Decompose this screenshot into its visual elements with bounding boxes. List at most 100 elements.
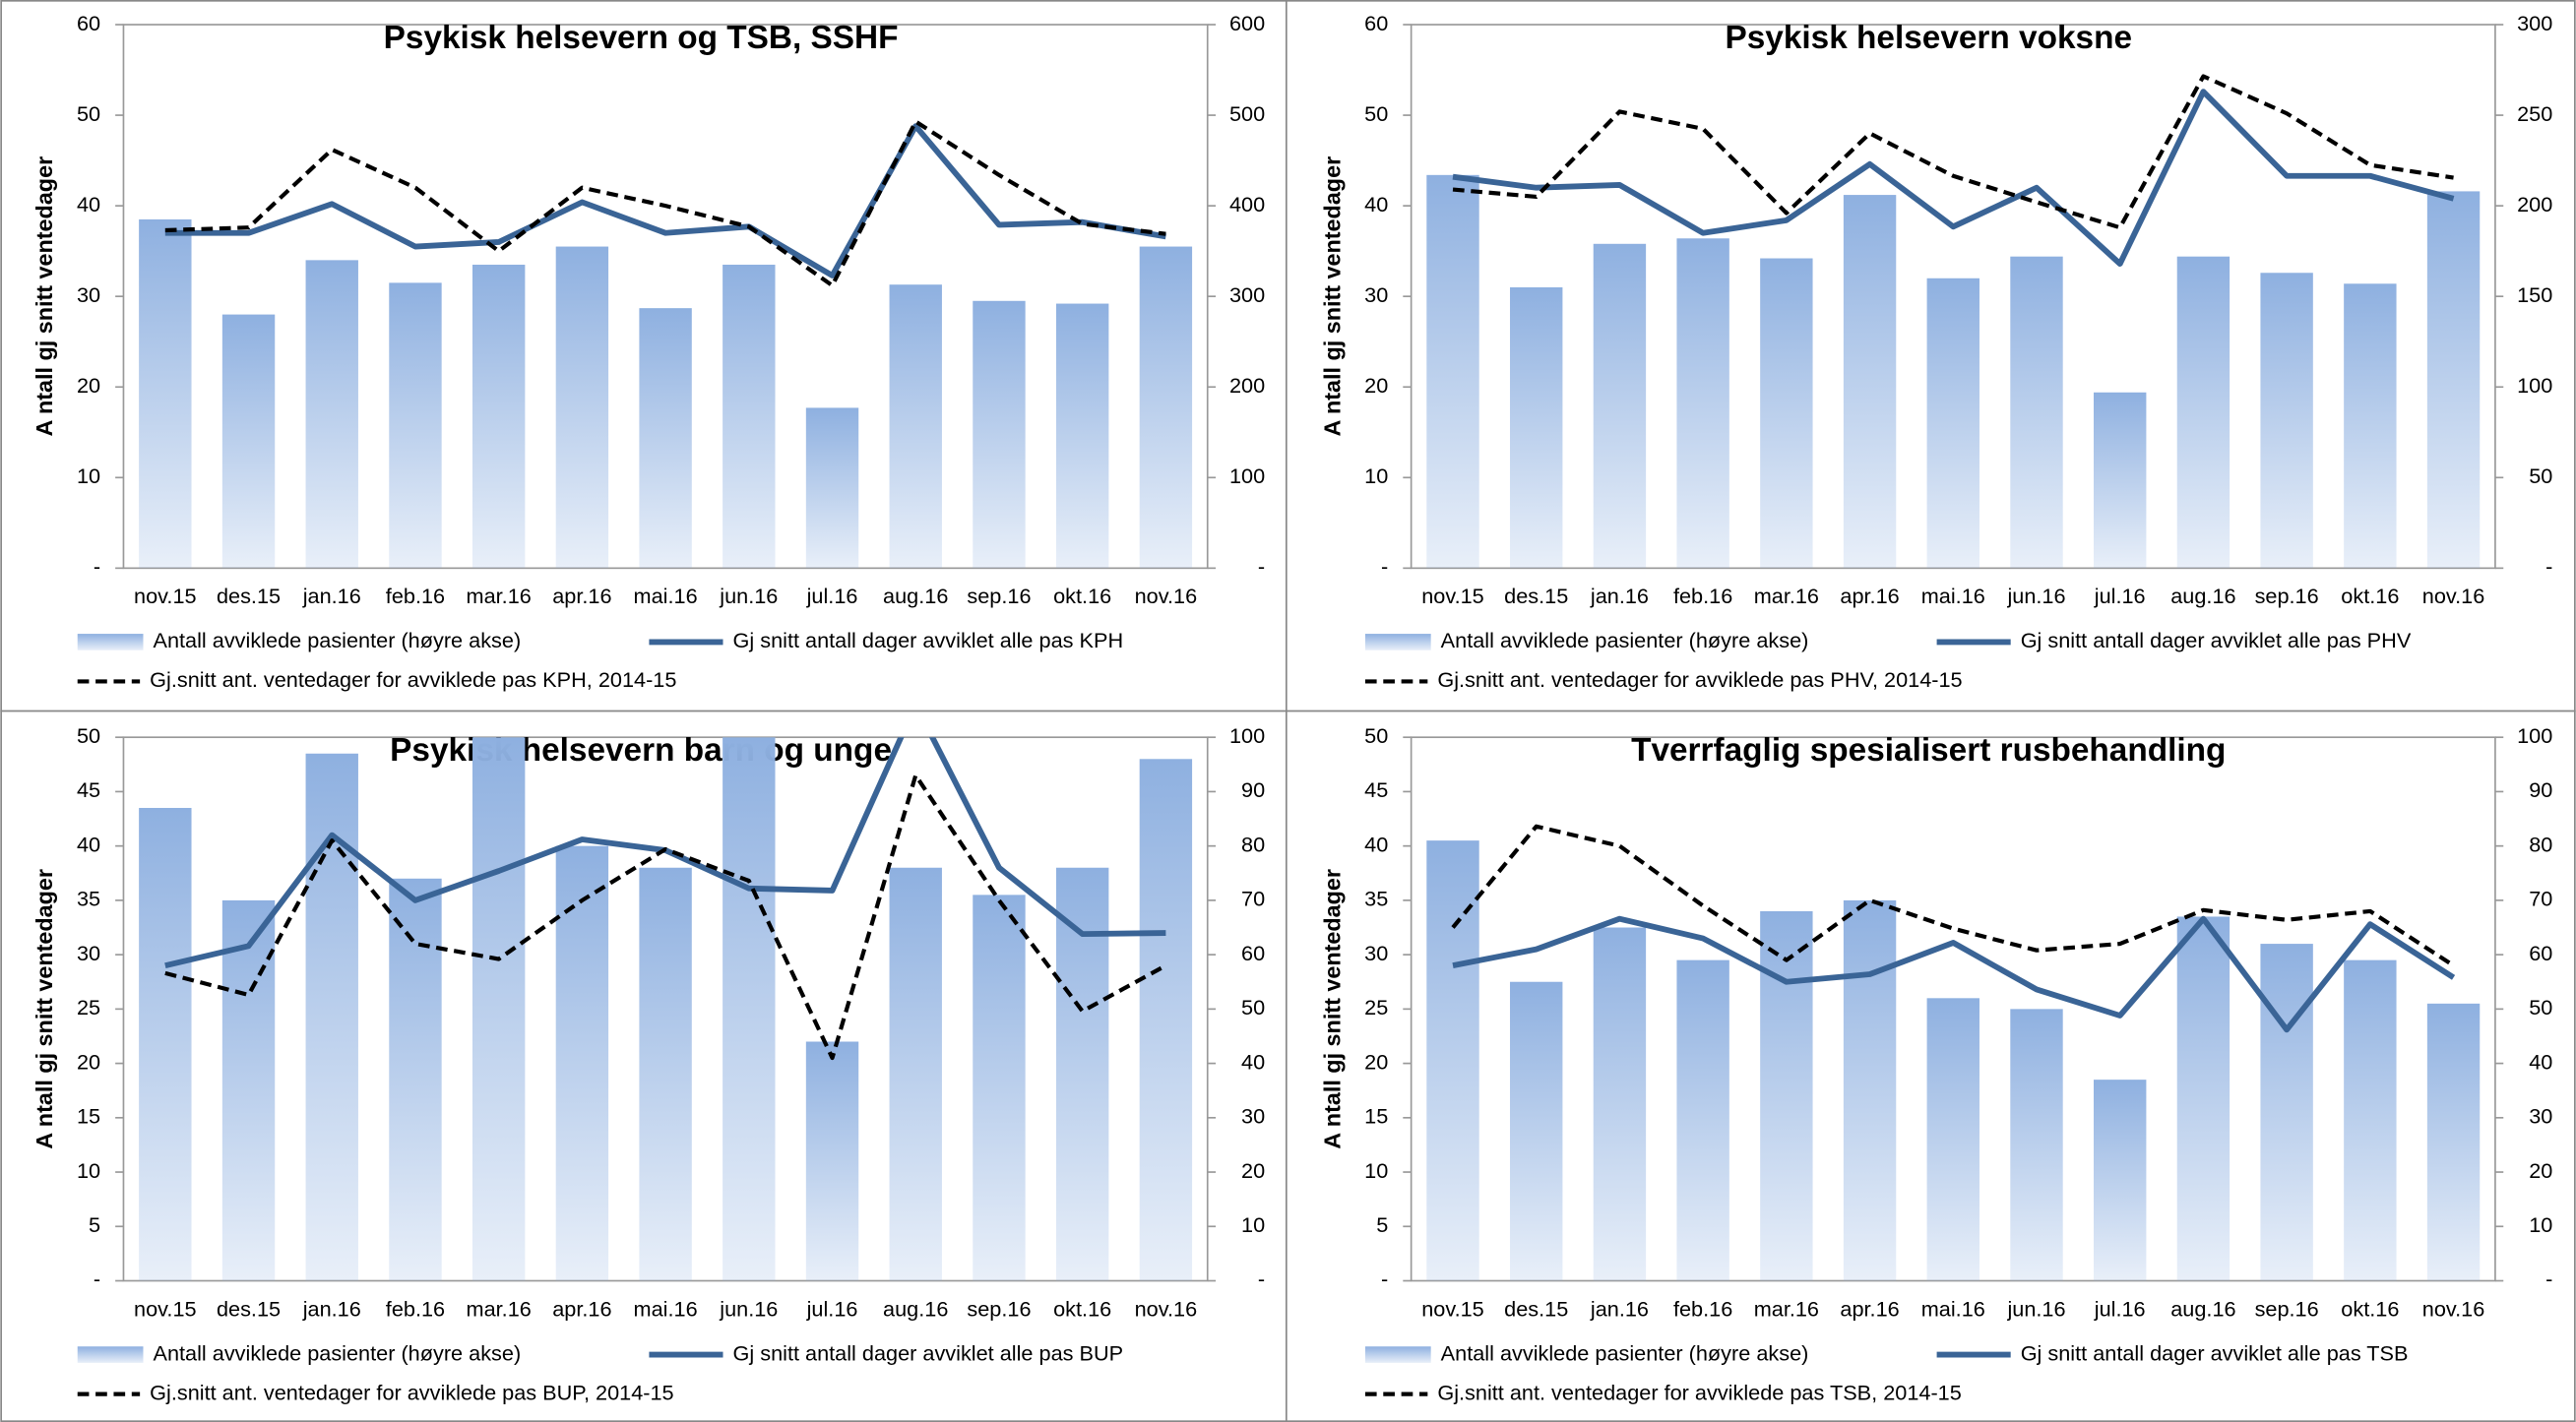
bar (1055, 303, 1109, 569)
x-tick-label: okt.16 (2341, 1296, 2399, 1321)
bar (2176, 916, 2230, 1281)
y2-tick-label: 100 (2517, 373, 2552, 398)
bar (1760, 258, 1813, 569)
x-tick-label: aug.16 (883, 584, 948, 608)
y-tick-label: 30 (1364, 282, 1388, 307)
y2-tick-label: 100 (2517, 723, 2552, 748)
x-tick-label: sep.16 (967, 584, 1031, 608)
x-tick-label: feb.16 (1673, 1296, 1732, 1321)
x-tick-label: mai.16 (634, 1296, 698, 1321)
legend-label: Gj snitt antall dager avviklet alle pas … (733, 1340, 1124, 1365)
bar (2010, 1009, 2063, 1281)
bar (1676, 238, 1729, 569)
y-tick-label: 10 (1364, 464, 1388, 488)
x-tick-label: aug.16 (2170, 1296, 2235, 1321)
line-series (164, 119, 1166, 288)
y-tick-label: 25 (1364, 995, 1388, 1020)
y2-tick-label: 30 (1241, 1104, 1265, 1129)
bar (1926, 998, 1979, 1281)
bar (1139, 246, 1193, 569)
bar (389, 282, 442, 569)
x-tick-label: des.15 (217, 584, 281, 608)
y-tick-label: - (94, 1267, 100, 1291)
y2-tick-label: 100 (1229, 464, 1265, 488)
x-tick-label: sep.16 (2255, 584, 2319, 608)
line-series (1452, 915, 2456, 1033)
bar (139, 807, 192, 1281)
x-tick-label: mai.16 (634, 584, 698, 608)
y-tick-label: 40 (1364, 192, 1388, 216)
bar (889, 867, 942, 1281)
x-tick-label: jan.16 (302, 584, 361, 608)
y-tick-label: 5 (1376, 1212, 1388, 1237)
y2-tick-label: 90 (2529, 777, 2552, 802)
bar (639, 867, 692, 1281)
x-tick-label: jan.16 (1590, 584, 1649, 608)
legend-label: Antall avviklede pasienter (høyre akse) (154, 628, 522, 652)
legend-label: Antall avviklede pasienter (høyre akse) (1441, 1340, 1809, 1365)
y-tick-label: 40 (77, 192, 100, 216)
chart-title: Tverrfaglig spesialisert rusbehandling (1631, 732, 2226, 769)
legend-label: Gj snitt antall dager avviklet alle pas … (2021, 628, 2412, 652)
bar (723, 264, 776, 569)
y-tick-label: - (94, 554, 100, 579)
y-axis-label: A ntall gj snitt ventedager (31, 869, 57, 1149)
x-tick-label: des.15 (217, 1296, 281, 1321)
x-tick-label: nov.16 (2422, 584, 2485, 608)
x-tick-label: feb.16 (386, 584, 445, 608)
x-tick-label: jan.16 (1590, 1296, 1649, 1321)
bar (2344, 283, 2397, 569)
y-axis-label: A ntall gj snitt ventedager (1319, 156, 1345, 437)
y2-tick-label: - (2545, 554, 2552, 579)
y-tick-label: 45 (1364, 777, 1388, 802)
y-tick-label: 35 (1364, 887, 1388, 911)
y2-tick-label: 50 (2529, 995, 2552, 1020)
bar (1843, 899, 1897, 1281)
y2-tick-label: 80 (1241, 832, 1265, 856)
y2-tick-label: 70 (1241, 887, 1265, 911)
bar (2260, 273, 2313, 569)
x-tick-label: jun.16 (2006, 584, 2065, 608)
x-tick-label: feb.16 (386, 1296, 445, 1321)
bar (305, 260, 358, 569)
y-tick-label: 5 (89, 1212, 100, 1237)
y-tick-label: 60 (1364, 11, 1388, 35)
bar (639, 308, 692, 569)
y-tick-label: 20 (77, 1049, 100, 1074)
bar (1593, 927, 1647, 1281)
y2-tick-label: 10 (2529, 1212, 2552, 1237)
y-tick-label: 40 (77, 832, 100, 856)
bar (389, 878, 442, 1281)
y2-tick-label: 40 (2529, 1049, 2552, 1074)
legend-label: Antall avviklede pasienter (høyre akse) (1441, 628, 1809, 652)
y2-tick-label: 500 (1229, 101, 1265, 126)
legend-label: Gj snitt antall dager avviklet alle pas … (733, 628, 1124, 652)
x-tick-label: mar.16 (467, 1296, 532, 1321)
x-tick-label: mai.16 (1921, 584, 1985, 608)
y2-tick-label: 250 (2517, 101, 2552, 126)
y-tick-label: 10 (77, 464, 100, 488)
y-tick-label: 40 (1364, 832, 1388, 856)
legend-label: Gj.snitt ant. ventedager for avviklede p… (1437, 667, 1962, 692)
legend-label: Gj.snitt ant. ventedager for avviklede p… (150, 1380, 673, 1404)
x-tick-label: jun.16 (2006, 1296, 2065, 1321)
y2-tick-label: 60 (2529, 941, 2552, 965)
y2-tick-label: 60 (1241, 941, 1265, 965)
x-tick-label: nov.16 (1135, 1296, 1198, 1321)
bar (555, 246, 609, 569)
y2-tick-label: 50 (1241, 995, 1265, 1020)
bar (2094, 392, 2147, 569)
legend-label: Gj.snitt ant. ventedager for avviklede p… (150, 667, 676, 692)
y-axis-label: A ntall gj snitt ventedager (31, 156, 57, 437)
x-tick-label: sep.16 (967, 1296, 1031, 1321)
y-tick-label: 30 (77, 282, 100, 307)
y-tick-label: 20 (77, 373, 100, 398)
y-tick-label: 50 (77, 723, 100, 748)
y-tick-label: 30 (1364, 941, 1388, 965)
y-tick-label: 20 (1364, 1049, 1388, 1074)
bar (471, 737, 526, 1281)
y-tick-label: 15 (77, 1104, 100, 1129)
chart-title: Psykisk helsevern barn og unge (390, 732, 892, 769)
legend-swatch (77, 634, 144, 650)
